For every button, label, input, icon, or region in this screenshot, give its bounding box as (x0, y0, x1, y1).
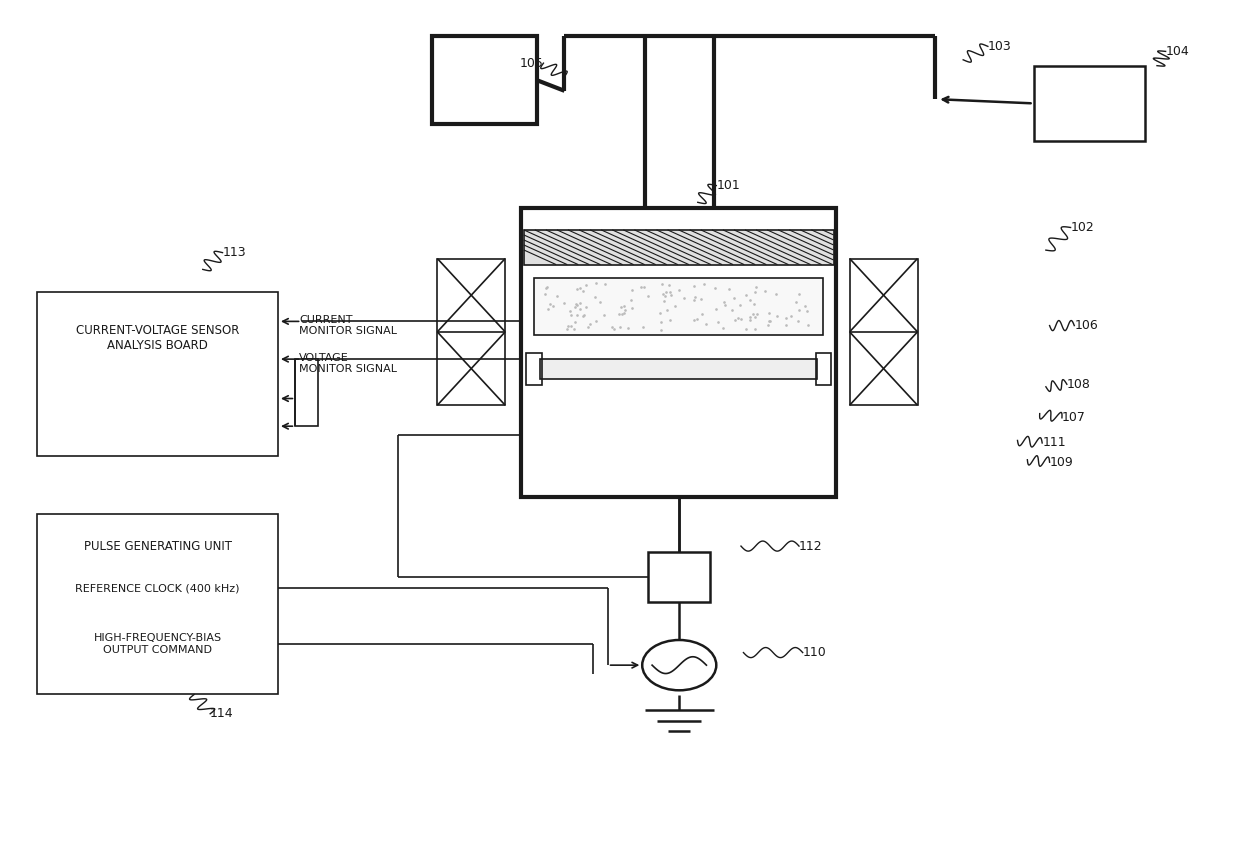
Bar (523, 230, 833, 265)
Bar (295, 359, 317, 426)
Text: 112: 112 (799, 539, 822, 553)
Bar (433, 36, 537, 124)
Text: CURRENT-VOLTAGE SENSOR
ANALYSIS BOARD: CURRENT-VOLTAGE SENSOR ANALYSIS BOARD (76, 324, 239, 352)
Text: 102: 102 (1070, 221, 1095, 234)
Bar (37, 514, 278, 695)
Text: 113: 113 (222, 246, 246, 259)
Bar (438, 258, 505, 405)
Text: VOLTAGE
MONITOR SIGNAL: VOLTAGE MONITOR SIGNAL (299, 353, 397, 374)
Text: 107: 107 (1061, 411, 1086, 425)
Text: 114: 114 (210, 707, 234, 720)
Text: 104: 104 (1166, 45, 1189, 58)
Text: 109: 109 (1049, 456, 1074, 468)
Bar (526, 353, 542, 385)
Text: CURRENT
MONITOR SIGNAL: CURRENT MONITOR SIGNAL (299, 315, 397, 337)
Text: 103: 103 (988, 40, 1012, 53)
Text: 110: 110 (802, 646, 826, 659)
Bar (541, 359, 817, 379)
Bar (849, 258, 918, 405)
Bar (816, 353, 831, 385)
Text: 101: 101 (717, 179, 740, 192)
Bar (649, 552, 711, 603)
Text: 106: 106 (1074, 319, 1099, 332)
Bar (1033, 66, 1145, 141)
Bar (521, 208, 836, 497)
Bar (534, 278, 823, 335)
Text: 108: 108 (1066, 378, 1091, 391)
Text: 105: 105 (520, 57, 543, 70)
Bar (37, 292, 278, 456)
Text: 111: 111 (1042, 436, 1066, 450)
Text: PULSE GENERATING UNIT: PULSE GENERATING UNIT (84, 539, 232, 553)
Text: REFERENCE CLOCK (400 kHz): REFERENCE CLOCK (400 kHz) (76, 583, 241, 593)
Text: HIGH-FREQUENCY-BIAS
OUTPUT COMMAND: HIGH-FREQUENCY-BIAS OUTPUT COMMAND (94, 633, 222, 655)
